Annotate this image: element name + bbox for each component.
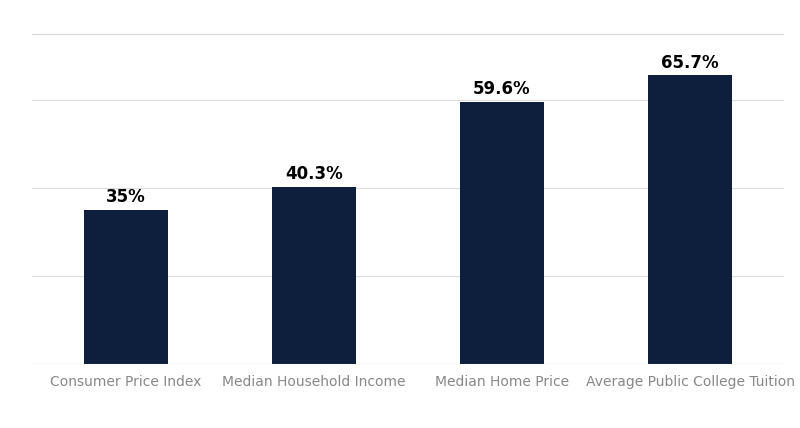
Bar bbox=[460, 102, 544, 364]
Bar bbox=[84, 210, 168, 364]
Bar bbox=[648, 75, 732, 364]
Text: 65.7%: 65.7% bbox=[661, 54, 719, 71]
Text: 35%: 35% bbox=[106, 188, 146, 206]
Text: 40.3%: 40.3% bbox=[285, 165, 343, 183]
Bar bbox=[272, 187, 356, 364]
Text: 59.6%: 59.6% bbox=[473, 80, 531, 98]
